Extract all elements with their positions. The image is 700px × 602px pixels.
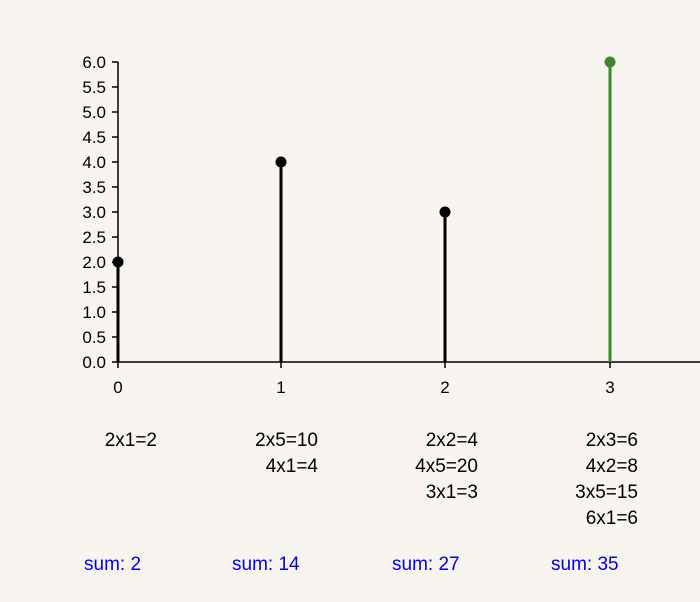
- y-tick-label: 1.0: [82, 303, 106, 322]
- x-axis: 0 1 2 3: [113, 361, 700, 397]
- sum-label: sum: 27: [392, 554, 460, 575]
- y-tick-label: 1.5: [82, 278, 106, 297]
- stem-marker: [604, 56, 616, 68]
- y-tick-label: 0.5: [82, 328, 106, 347]
- calculation-line: 6x1=6: [585, 508, 638, 529]
- calculation-line: 3x1=3: [425, 482, 478, 503]
- sum-label: sum: 35: [551, 554, 619, 575]
- stem-marker: [439, 206, 451, 218]
- sum-label: sum: 2: [84, 554, 142, 575]
- calculation-line: 2x1=2: [104, 430, 157, 451]
- x-tick-label: 0: [113, 378, 122, 397]
- calculation-block: 2x5=10 4x1=4: [255, 428, 318, 480]
- y-axis: 0.0 0.5 1.0 1.5 2.0 2.5 3.0 3.5 4.0 4.5 5.0 5.5 6.0: [82, 53, 119, 372]
- stem-chart: 0.00.51.01.52.02.53.03.54.04.55.05.56.0 …: [82, 53, 700, 397]
- x-tick-label: 2: [440, 378, 449, 397]
- y-tick-label: 5.5: [82, 78, 106, 97]
- y-tick-label: 3.5: [82, 178, 106, 197]
- calculation-line: 2x2=4: [425, 430, 478, 451]
- y-tick-label: 2.0: [82, 253, 106, 272]
- y-tick-label: 2.5: [82, 228, 106, 247]
- calculation-block: 2x1=2: [105, 428, 157, 454]
- y-tick-label: 5.0: [82, 103, 106, 122]
- stem-marker: [275, 156, 287, 168]
- calculation-line: 2x3=6: [585, 430, 638, 451]
- y-tick-label: 0.0: [82, 353, 106, 372]
- calculation-line: 4x1=4: [265, 456, 318, 477]
- sum-label: sum: 14: [232, 554, 300, 575]
- x-tick-label: 1: [276, 378, 285, 397]
- calculation-line: 4x5=20: [415, 456, 478, 477]
- y-tick-label: 3.0: [82, 203, 106, 222]
- stems: [112, 56, 616, 362]
- y-tick-label: 4.0: [82, 153, 106, 172]
- y-tick-label: 6.0: [82, 53, 106, 72]
- x-tick-label: 3: [605, 378, 614, 397]
- calculation-block: 2x2=4 4x5=20 3x1=3: [415, 428, 478, 506]
- calculation-line: 4x2=8: [585, 456, 638, 477]
- stem-marker: [112, 256, 124, 268]
- y-tick-label: 4.5: [82, 128, 106, 147]
- calculation-line: 3x5=15: [575, 482, 638, 503]
- calculation-block: 2x3=6 4x2=8 3x5=15 6x1=6: [575, 428, 638, 532]
- calculation-line: 2x5=10: [255, 430, 318, 451]
